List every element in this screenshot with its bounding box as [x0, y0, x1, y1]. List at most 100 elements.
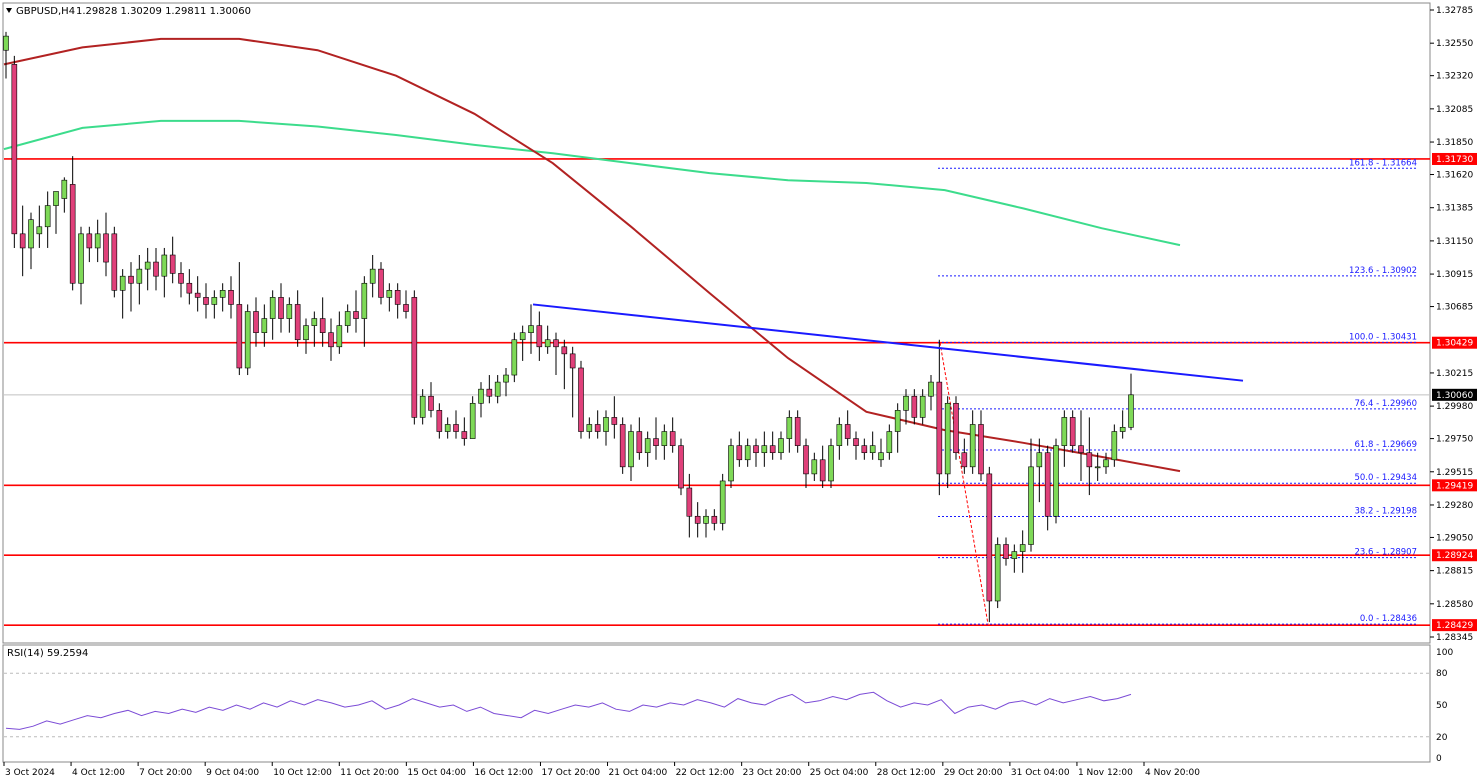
level-price-label: 1.31730: [1436, 155, 1473, 165]
candle-body: [219, 290, 226, 298]
time-tick-label: 28 Oct 12:00: [877, 768, 936, 778]
candle-body: [711, 515, 718, 524]
fib-level-label: 0.0 - 1.28436: [1360, 614, 1417, 624]
candle-body: [278, 297, 284, 319]
candle-body: [411, 297, 418, 418]
time-tick-label: 4 Nov 20:00: [1145, 768, 1200, 778]
candle-body: [244, 311, 251, 369]
candle-body: [69, 184, 76, 284]
candle-body: [478, 388, 484, 404]
candle-body: [953, 402, 959, 454]
candle-body: [128, 275, 134, 284]
rsi-label: RSI(14) 59.2594: [7, 648, 88, 659]
candle-body: [753, 445, 759, 454]
candle-body: [353, 311, 359, 319]
candle-body: [703, 515, 709, 524]
fib-level-label: 61.8 - 1.29669: [1354, 440, 1417, 450]
time-tick-label: 1 Nov 12:00: [1078, 768, 1133, 778]
price-tick-label: 1.30215: [1436, 369, 1473, 379]
price-tick-label: 1.32085: [1436, 105, 1473, 115]
candle-body: [811, 459, 818, 475]
price-tick-label: 1.29050: [1436, 533, 1473, 543]
time-tick-label: 4 Oct 12:00: [72, 768, 125, 778]
price-panel-frame: [2, 2, 1431, 644]
candle-body: [536, 325, 543, 348]
candle-body: [419, 395, 426, 418]
candle-body: [1036, 452, 1043, 468]
candle-body: [603, 417, 609, 432]
fib-level-label: 50.0 - 1.29434: [1354, 473, 1417, 483]
candle-body: [803, 445, 809, 475]
rsi-tick-label: 0: [1436, 754, 1442, 764]
time-tick-label: 29 Oct 20:00: [944, 768, 1003, 778]
price-tick-label: 1.30685: [1436, 303, 1473, 313]
candle-body: [519, 332, 526, 341]
candle-body: [1078, 445, 1084, 454]
candle-body: [453, 424, 459, 432]
candle-body: [719, 480, 726, 524]
time-tick-label: 22 Oct 12:00: [676, 768, 735, 778]
candle-body: [578, 367, 584, 432]
fib-level-label: 123.6 - 1.30902: [1349, 266, 1417, 276]
candle-body: [1086, 452, 1093, 468]
sma-slow-line: [3, 119, 1181, 247]
candle-body: [228, 290, 234, 305]
candle-body: [903, 395, 909, 411]
time-tick-label: 15 Oct 04:00: [407, 768, 466, 778]
candle-body: [1103, 459, 1109, 468]
candle-body: [153, 261, 159, 277]
time-tick-label: 10 Oct 12:00: [273, 768, 332, 778]
candle-body: [36, 226, 43, 235]
candle-body: [3, 35, 9, 51]
candle-body: [428, 395, 434, 411]
fib-level-label: 38.2 - 1.29198: [1354, 507, 1417, 517]
candle-body: [553, 339, 559, 348]
rsi-panel-frame: [2, 644, 1431, 763]
candle-body: [1128, 394, 1134, 428]
dropdown-arrow-icon[interactable]: [6, 8, 12, 13]
candle-body: [44, 205, 51, 228]
price-tick-label: 1.28580: [1436, 600, 1473, 610]
rsi-tick-label: 100: [1436, 648, 1453, 658]
candle-body: [1028, 466, 1034, 545]
time-tick-label: 25 Oct 04:00: [810, 768, 869, 778]
candle-body: [269, 297, 276, 319]
candle-body: [586, 424, 593, 432]
candle-body: [1094, 466, 1101, 469]
candle-body: [828, 445, 834, 482]
price-tick-label: 1.29280: [1436, 501, 1473, 511]
candle-body: [1003, 544, 1009, 559]
level-price-tag: [1432, 479, 1477, 492]
candle-body: [178, 273, 184, 284]
candle-body: [744, 445, 751, 461]
time-tick-label: 9 Oct 04:00: [206, 768, 259, 778]
candle-body: [1044, 452, 1051, 517]
candle-body: [511, 339, 518, 376]
rsi-tick-label: 80: [1436, 669, 1448, 679]
candle-body: [853, 438, 859, 446]
candle-body: [444, 424, 451, 432]
rsi-tick-label: 50: [1436, 701, 1448, 711]
level-price-tag: [1432, 549, 1477, 562]
candle-body: [103, 233, 109, 263]
descending-trendline: [532, 303, 1244, 382]
candle-body: [678, 445, 684, 489]
candle-body: [653, 438, 659, 446]
candle-body: [528, 325, 534, 333]
candle-body: [461, 431, 468, 439]
candle-body: [203, 297, 209, 305]
candle-body: [169, 254, 176, 274]
price-tick-label: 1.29515: [1436, 468, 1473, 478]
candle-body: [236, 304, 243, 369]
candle-body: [1053, 445, 1059, 517]
time-tick-label: 3 Oct 2024: [5, 768, 55, 778]
candle-body: [11, 64, 18, 235]
candle-body: [986, 473, 993, 602]
level-price-tag: [1432, 152, 1477, 165]
candle-body: [28, 219, 34, 249]
fib-swing-line: [939, 342, 989, 625]
candle-body: [628, 431, 634, 468]
candle-body: [261, 318, 268, 333]
candle-body: [344, 311, 351, 326]
